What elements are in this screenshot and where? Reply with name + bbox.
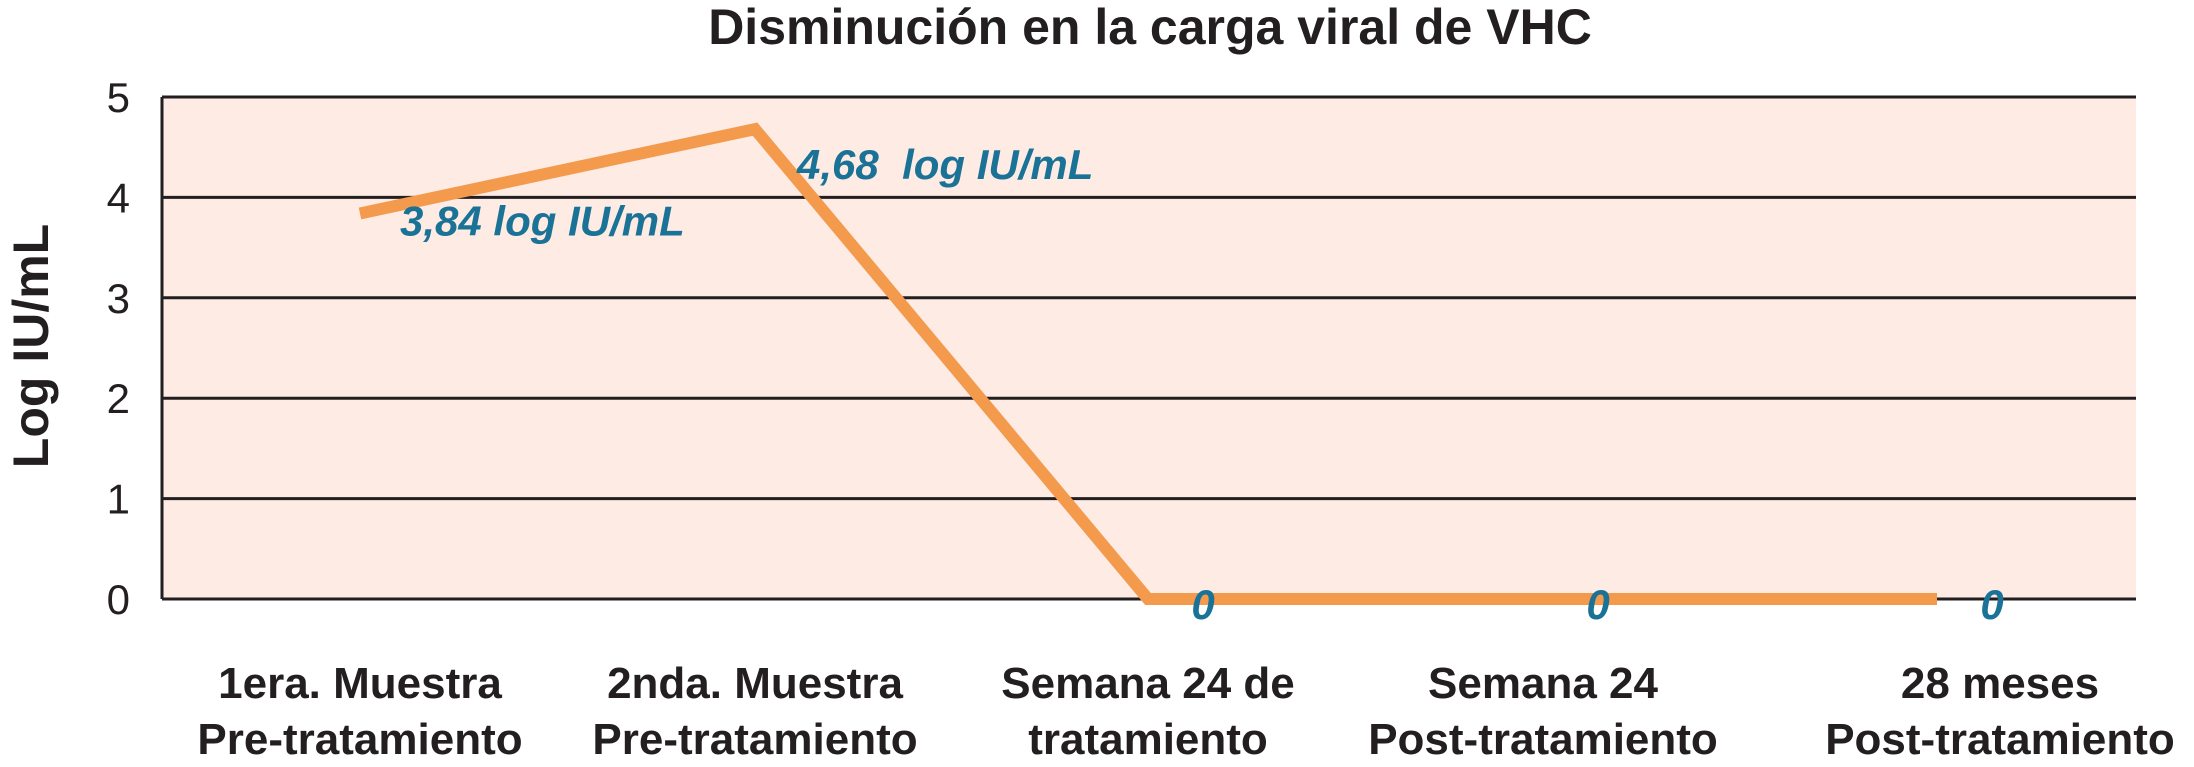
data-label: 0 [1191,581,1214,628]
y-tick-label: 5 [107,74,130,121]
data-label: 0 [1980,581,2003,628]
data-label: 0 [1586,581,1609,628]
y-axis-ticks: 0 1 2 3 4 5 [107,74,130,623]
x-tick-label: Semana 24 Post-tratamiento [1368,659,1718,764]
y-tick-label: 0 [107,576,130,623]
series-line [358,122,1937,605]
x-tick-label: 1era. Muestra Pre-tratamiento [197,659,522,764]
plot-background [162,97,2136,599]
data-labels: 3,84 log IU/mL 4,68 log IU/mL 0 0 0 [400,141,2004,628]
data-label: 4,68 log IU/mL [796,141,1093,188]
y-tick-label: 2 [107,375,130,422]
x-tick-label: Semana 24 de tratamiento [1001,659,1295,764]
x-axis-ticks: 1era. Muestra Pre-tratamiento 2nda. Muestr… [197,659,2174,764]
chart-title: Disminución en la carga viral de VHC [708,0,1592,55]
y-tick-label: 3 [107,275,130,322]
data-label: 3,84 log IU/mL [400,197,685,244]
y-tick-label: 4 [107,174,130,221]
y-tick-label: 1 [107,476,130,523]
x-tick-label: 2nda. Muestra Pre-tratamiento [592,659,917,764]
y-axis-label: Log IU/mL [3,224,59,468]
x-tick-label: 28 meses Post-tratamiento [1825,659,2175,764]
